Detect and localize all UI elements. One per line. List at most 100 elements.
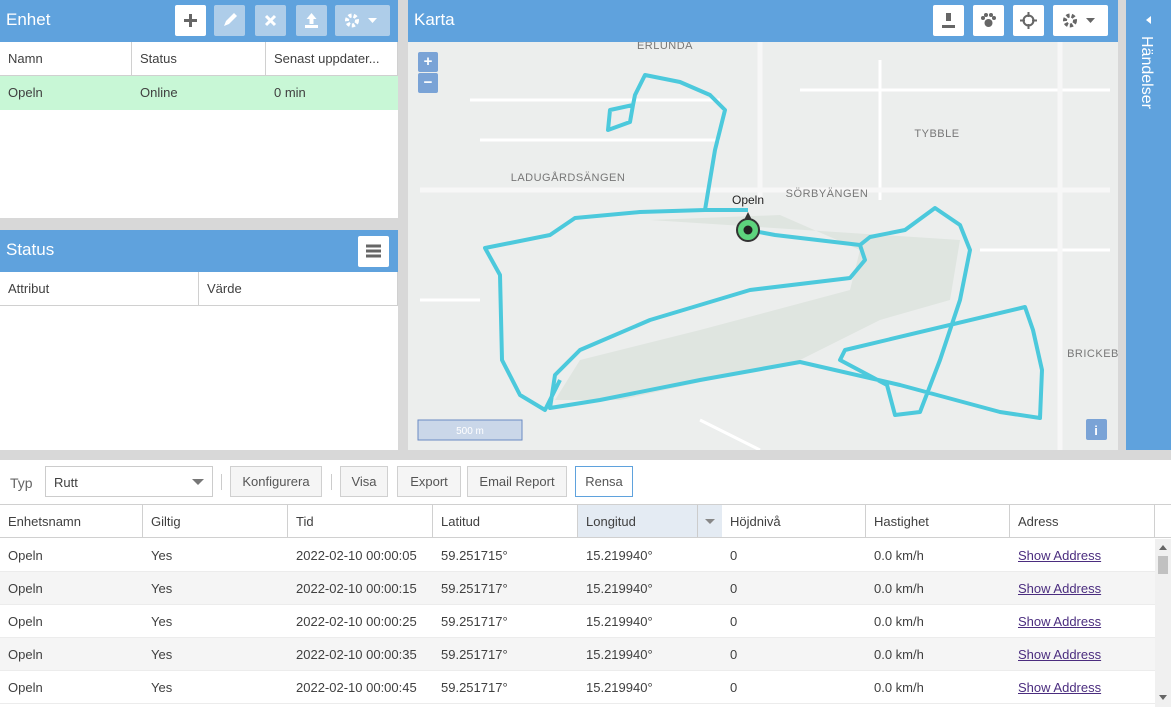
cell: 2022-02-10 00:00:25 bbox=[296, 614, 417, 629]
column-header[interactable]: Attribut bbox=[0, 272, 199, 306]
events-title-text: Händelser bbox=[1138, 36, 1155, 110]
column-header[interactable]: Namn bbox=[0, 42, 132, 76]
status-button[interactable] bbox=[358, 236, 389, 267]
cell: 0.0 km/h bbox=[874, 680, 924, 695]
cell: Opeln bbox=[8, 614, 43, 629]
map-text: + bbox=[424, 53, 433, 70]
cell: 59.251717° bbox=[441, 614, 508, 629]
grid-row[interactable] bbox=[0, 572, 1155, 605]
column-header[interactable]: Latitud bbox=[433, 504, 578, 538]
map[interactable]: ERLUNDA LADUGÅRDSÄNGEN TYBBLE SÖRBYÄNGEN BRI… bbox=[408, 42, 1118, 450]
column-header[interactable]: Hastighet bbox=[866, 504, 1010, 538]
devices-table: Namn Status Senast uppdater... Opeln Online 0… bbox=[0, 42, 398, 218]
column-header[interactable]: Senast uppdater... bbox=[266, 42, 398, 76]
cell: 15.219940° bbox=[586, 680, 653, 695]
panel-title: Enhet bbox=[6, 10, 51, 29]
map-text: ERLUNDA bbox=[637, 42, 693, 52]
cell: 2022-02-10 00:00:45 bbox=[296, 680, 417, 695]
cell: 15.219940° bbox=[586, 581, 653, 596]
separator bbox=[331, 474, 332, 490]
cell: 59.251717° bbox=[441, 581, 508, 596]
map-text: BRICKEB bbox=[1067, 348, 1118, 360]
cell: 59.251715° bbox=[441, 548, 508, 563]
separator bbox=[221, 474, 222, 490]
column-header[interactable]: Höjdnivå bbox=[722, 504, 866, 538]
edit-button[interactable] bbox=[214, 5, 245, 36]
cell: Opeln bbox=[8, 581, 43, 596]
map-text: − bbox=[424, 74, 433, 91]
cell: Yes bbox=[151, 680, 173, 695]
cell: Yes bbox=[151, 548, 173, 563]
status-header: Status bbox=[0, 230, 398, 272]
cell: Opeln bbox=[8, 647, 43, 662]
cell: Opeln bbox=[8, 548, 43, 563]
cell: 0.0 km/h bbox=[874, 614, 924, 629]
cell: 0.0 km/h bbox=[874, 581, 924, 596]
splitter bbox=[1118, 0, 1126, 450]
type-value: Rutt bbox=[54, 475, 78, 490]
cell: 0.0 km/h bbox=[874, 647, 924, 662]
cell: 0.0 km/h bbox=[874, 548, 924, 563]
map-canvas: ERLUNDA LADUGÅRDSÄNGEN TYBBLE SÖRBYÄNGEN BRI… bbox=[417, 42, 1118, 450]
status-table: Attribut Värde bbox=[0, 272, 398, 450]
splitter bbox=[398, 0, 408, 450]
toolbar-button[interactable]: Visa bbox=[340, 466, 388, 497]
cell: Yes bbox=[151, 581, 173, 596]
address-link[interactable]: Show Address bbox=[1018, 614, 1102, 629]
address-link[interactable]: Show Address bbox=[1018, 581, 1102, 596]
map-button[interactable] bbox=[1013, 5, 1044, 36]
settings-button[interactable] bbox=[335, 5, 390, 36]
cell: 59.251717° bbox=[441, 680, 508, 695]
cell: Online bbox=[140, 85, 178, 100]
cell: 0 bbox=[730, 614, 738, 629]
column-header[interactable]: Värde bbox=[199, 272, 398, 306]
map-button[interactable] bbox=[933, 5, 964, 36]
map-text: i bbox=[1094, 423, 1098, 438]
map-button[interactable] bbox=[973, 5, 1004, 36]
cell: 2022-02-10 00:00:05 bbox=[296, 548, 417, 563]
toolbar-button[interactable]: Export bbox=[397, 466, 461, 497]
address-link[interactable]: Show Address bbox=[1018, 680, 1102, 695]
toolbar-button[interactable]: Email Report bbox=[467, 466, 567, 497]
cell: Yes bbox=[151, 614, 173, 629]
events-title: Händelser bbox=[1138, 16, 1155, 110]
grid-row[interactable] bbox=[0, 671, 1155, 704]
map-settings[interactable] bbox=[1053, 5, 1108, 36]
splitter bbox=[0, 450, 1171, 460]
type-combo[interactable]: Rutt bbox=[45, 466, 213, 497]
cell: 2022-02-10 00:00:15 bbox=[296, 581, 417, 596]
map-text: TYBBLE bbox=[914, 128, 959, 140]
column-header[interactable]: Giltig bbox=[143, 504, 288, 538]
cell: 0 bbox=[730, 548, 738, 563]
cell: 15.219940° bbox=[586, 614, 653, 629]
map-text: LADUGÅRDSÄNGEN bbox=[511, 171, 626, 184]
cell: 2022-02-10 00:00:35 bbox=[296, 647, 417, 662]
events-panel[interactable]: Händelser bbox=[1126, 0, 1171, 450]
address-link[interactable]: Show Address bbox=[1018, 548, 1102, 563]
device-row[interactable] bbox=[0, 76, 398, 110]
remove-button[interactable] bbox=[255, 5, 286, 36]
sort-menu bbox=[697, 505, 722, 537]
grid-row[interactable] bbox=[0, 605, 1155, 638]
cell: Opeln bbox=[8, 85, 43, 100]
toolbar-button[interactable]: Konfigurera bbox=[230, 466, 322, 497]
address-link[interactable]: Show Address bbox=[1018, 647, 1102, 662]
add-button[interactable] bbox=[175, 5, 206, 36]
toolbar-button[interactable]: Rensa bbox=[575, 466, 633, 497]
panel-title: Status bbox=[6, 240, 55, 259]
column-header[interactable]: Status bbox=[132, 42, 266, 76]
grid-row[interactable] bbox=[0, 539, 1155, 572]
scrollbar bbox=[1155, 539, 1171, 707]
grid-row[interactable] bbox=[0, 638, 1155, 671]
cell: 0 bbox=[730, 581, 738, 596]
column-header[interactable]: Adress bbox=[1010, 504, 1155, 538]
cell: 0 bbox=[730, 647, 738, 662]
cell: 0 min bbox=[274, 85, 306, 100]
command-button[interactable] bbox=[296, 5, 327, 36]
panel-title: Karta bbox=[414, 10, 455, 29]
type-label: Typ bbox=[10, 475, 33, 491]
cell: Opeln bbox=[8, 680, 43, 695]
column-header[interactable]: Enhetsnamn bbox=[0, 504, 143, 538]
column-header[interactable]: Tid bbox=[288, 504, 433, 538]
